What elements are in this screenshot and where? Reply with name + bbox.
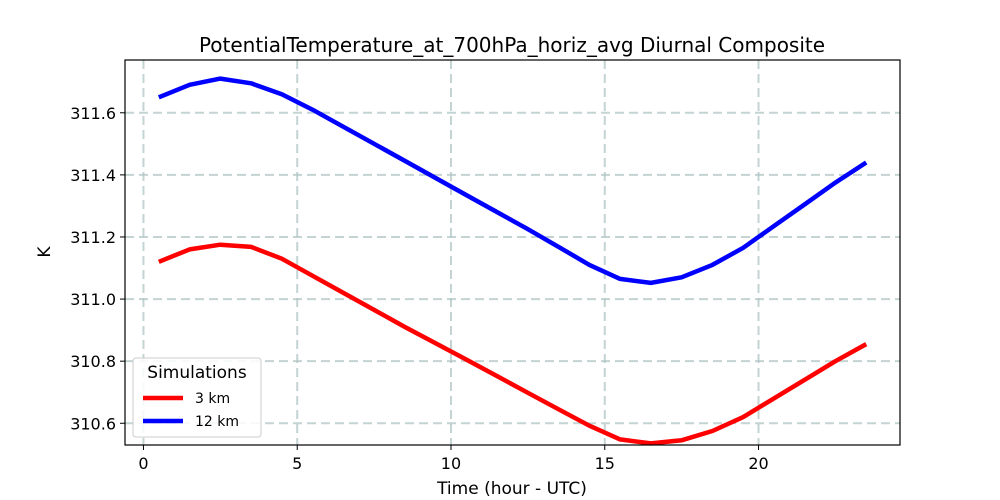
y-tick-label: 311.4 (70, 166, 116, 185)
y-tick-label: 311.2 (70, 228, 116, 247)
y-tick-label: 311.6 (70, 104, 116, 123)
x-tick-label: 15 (595, 454, 615, 473)
legend-box (132, 357, 262, 438)
x-tick-label: 0 (138, 454, 148, 473)
legend-label-12km: 12 km (195, 414, 239, 430)
x-tick-label: 20 (748, 454, 768, 473)
legend: Simulations 3 km 12 km (132, 357, 262, 438)
tick-layer: 0 5 10 15 20 310.6 310.8 311.0 311.2 311.4 311.6 (70, 104, 769, 473)
x-tick-label: 5 (292, 454, 302, 473)
chart-title: PotentialTemperature_at_700hPa_horiz_avg… (199, 33, 825, 57)
series-layer (157, 76, 868, 446)
plot-frame (124, 59, 901, 446)
y-tick-label: 310.6 (70, 414, 116, 433)
series-line-12km (157, 76, 868, 286)
y-tick-label: 310.8 (70, 352, 116, 371)
y-axis-label: K (35, 246, 55, 258)
series-line-3km (157, 242, 868, 446)
legend-title: Simulations (147, 363, 247, 383)
x-tick-label: 10 (441, 454, 461, 473)
legend-label-3km: 3 km (195, 391, 230, 407)
x-axis-label: Time (hour - UTC) (436, 479, 587, 499)
y-tick-label: 311.0 (70, 290, 116, 309)
